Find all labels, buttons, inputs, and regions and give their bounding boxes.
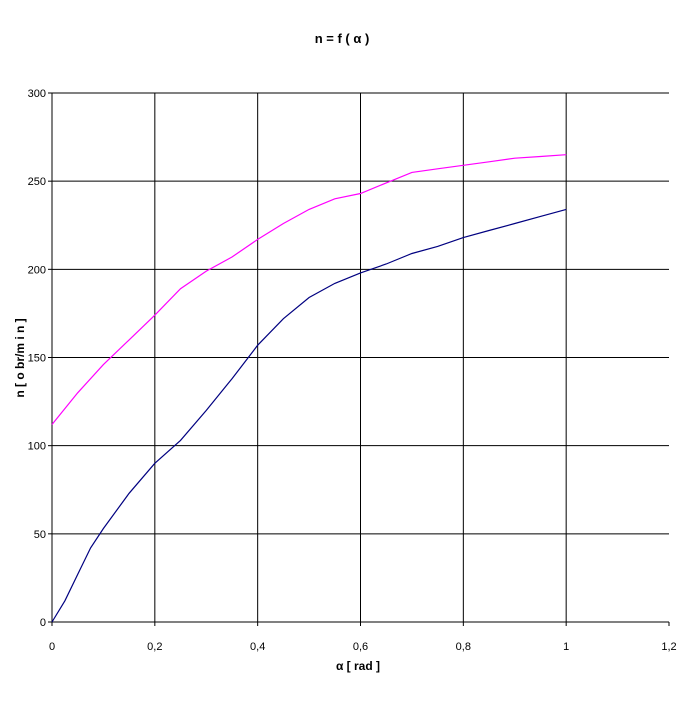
x-axis-title: α [ rad ] xyxy=(336,659,380,673)
y-tick-label: 50 xyxy=(34,529,46,541)
chart-title: n = f ( α ) xyxy=(315,31,370,46)
tick-labels: 0 50 100 150 200 250 300 0 0,2 0,4 0,6 0,8 1 1,2 xyxy=(28,88,677,653)
series-line-1 xyxy=(51,154,567,425)
y-axis-title: n [ o br/m i n ] xyxy=(13,318,27,397)
y-tick-label: 150 xyxy=(28,353,46,365)
series-line-2 xyxy=(51,208,567,623)
y-tick-label: 250 xyxy=(28,176,46,188)
series-lines xyxy=(51,154,567,623)
x-tick-label: 0,2 xyxy=(147,641,162,653)
gridlines xyxy=(52,92,669,622)
y-tick-label: 0 xyxy=(40,617,46,629)
x-tick-label: 1,2 xyxy=(661,641,676,653)
x-tick-label: 0,4 xyxy=(250,641,265,653)
x-tick-label: 0 xyxy=(49,641,55,653)
x-tick-label: 0,6 xyxy=(353,641,368,653)
x-tick-label: 0,8 xyxy=(456,641,471,653)
x-tick-label: 1 xyxy=(563,641,569,653)
y-tick-label: 100 xyxy=(28,441,46,453)
y-tick-label: 200 xyxy=(28,264,46,276)
y-tick-label: 300 xyxy=(28,88,46,100)
axes xyxy=(48,92,670,626)
